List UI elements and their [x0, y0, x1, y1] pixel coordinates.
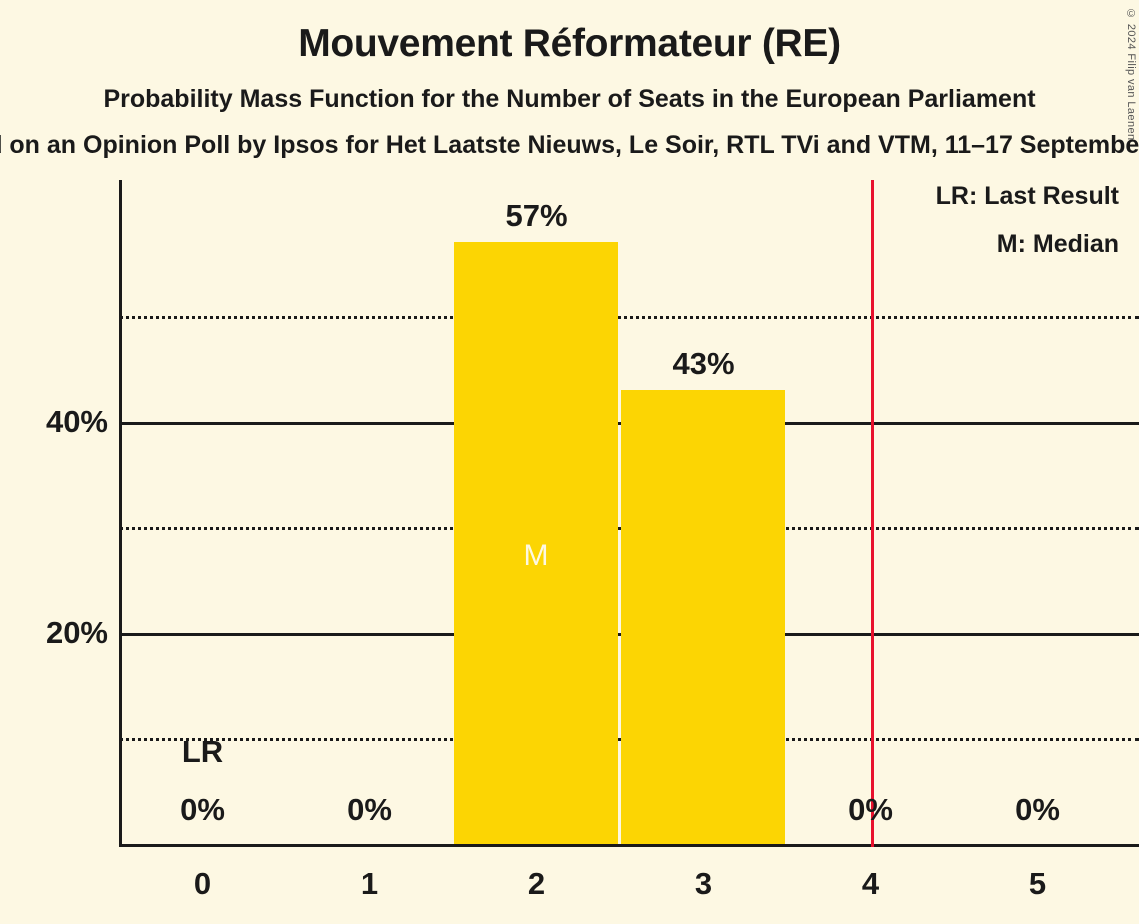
bar-seat-2[interactable]: M: [454, 242, 618, 844]
gridline-50: [119, 316, 1139, 320]
value-label-seat-1: 0%: [347, 792, 392, 827]
legend-item-median: M: Median: [996, 230, 1119, 258]
x-axis-tick-5: 5: [1028, 866, 1047, 901]
copyright-notice: © 2024 Filip van Laenen: [1125, 8, 1137, 141]
bar-seat-3[interactable]: [621, 390, 785, 844]
plot-area: M: [119, 180, 1139, 847]
last-result-label: LR: [181, 734, 224, 769]
value-label-seat-4: 0%: [848, 792, 893, 827]
x-axis-tick-2: 2: [527, 866, 546, 901]
y-axis-tick-label: 20%: [45, 614, 108, 650]
chart-subtitle: Probability Mass Function for the Number…: [103, 85, 1036, 113]
last-result-line: [870, 180, 874, 847]
value-label-seat-2: 57%: [505, 198, 568, 234]
x-axis-tick-0: 0: [193, 866, 212, 901]
value-label-seat-3: 43%: [672, 346, 735, 382]
y-axis-labels: 40% 20%: [0, 180, 108, 847]
value-label-seat-5: 0%: [1015, 792, 1060, 827]
value-label-seat-0: 0%: [180, 792, 225, 827]
y-axis-tick-label: 40%: [45, 403, 108, 439]
y-axis-line: [119, 180, 122, 847]
x-axis-tick-1: 1: [360, 866, 379, 901]
page-title: Mouvement Réformateur (RE): [298, 22, 841, 65]
x-axis-tick-4: 4: [861, 866, 880, 901]
x-axis-tick-3: 3: [694, 866, 713, 901]
legend-item-last-result: LR: Last Result: [935, 182, 1119, 210]
median-marker: M: [523, 539, 549, 573]
x-axis-line: [119, 844, 1139, 847]
chart-source-line: Based on an Opinion Poll by Ipsos for He…: [0, 131, 1139, 159]
legend: LR: Last Result M: Median: [936, 184, 1119, 280]
title-block: Mouvement Réformateur (RE) Probability M…: [0, 0, 1139, 112]
